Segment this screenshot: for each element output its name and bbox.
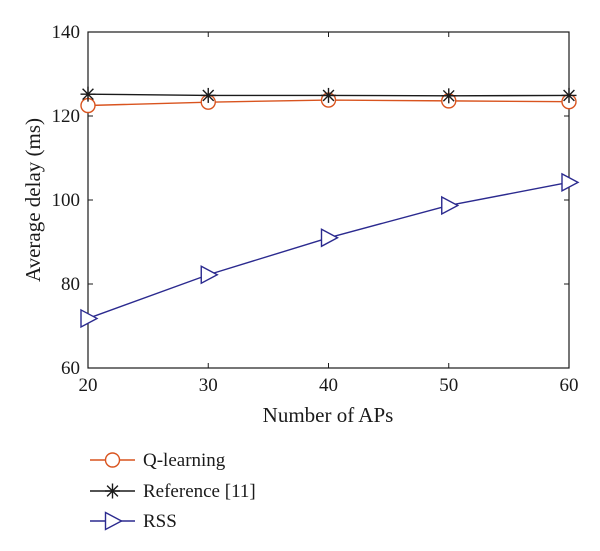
data-point xyxy=(561,172,580,193)
data-point xyxy=(200,87,216,103)
legend-marker xyxy=(105,483,120,499)
legend-marker xyxy=(104,452,121,468)
y-tick-label: 80 xyxy=(61,274,80,295)
data-point xyxy=(80,86,96,102)
legend-label: Reference [11] xyxy=(143,481,256,502)
data-point xyxy=(320,228,339,248)
data-point xyxy=(561,87,577,103)
y-tick-label: 140 xyxy=(52,22,81,43)
legend-entry: RSS xyxy=(90,511,177,532)
series-line xyxy=(87,181,570,320)
data-point xyxy=(200,265,219,285)
data-point xyxy=(441,88,457,104)
x-axis-label: Number of APs xyxy=(263,403,394,427)
legend: Q-learning Reference [11] RSS xyxy=(90,450,256,532)
x-tick-label: 40 xyxy=(319,375,338,396)
y-tick-label: 100 xyxy=(52,190,81,211)
x-tick-label: 50 xyxy=(439,375,458,396)
series-layer xyxy=(80,86,580,329)
y-axis-label: Average delay (ms) xyxy=(21,118,45,282)
x-axis-ticks: 20 30 40 50 60 xyxy=(79,32,579,396)
data-point xyxy=(321,87,336,103)
y-tick-label: 60 xyxy=(61,358,80,379)
series-reference-11 xyxy=(80,86,577,104)
x-tick-label: 20 xyxy=(79,375,98,396)
legend-label: RSS xyxy=(143,511,177,532)
plot-area xyxy=(87,31,570,369)
y-axis-ticks: 60 80 100 120 140 xyxy=(52,22,569,379)
legend-entry: Reference [11] xyxy=(90,481,256,502)
y-tick-label: 120 xyxy=(52,106,81,127)
data-point xyxy=(80,308,99,329)
x-tick-label: 60 xyxy=(560,375,579,396)
data-point xyxy=(441,195,460,216)
x-tick-label: 30 xyxy=(199,375,218,396)
legend-label: Q-learning xyxy=(143,450,226,471)
legend-entry: Q-learning xyxy=(90,450,226,471)
series-rss xyxy=(80,172,580,329)
legend-marker xyxy=(104,511,123,531)
